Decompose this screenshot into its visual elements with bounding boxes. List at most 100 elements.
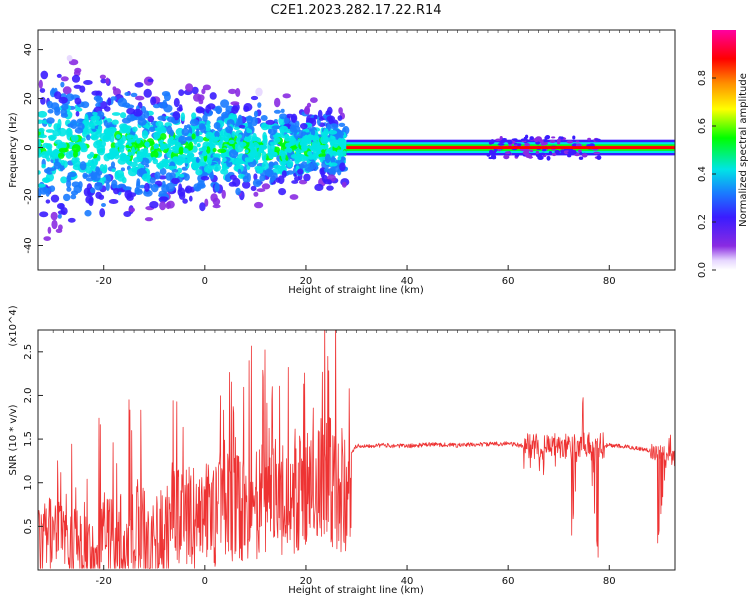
spectrogram-cell (153, 143, 159, 149)
spectrogram-cell (275, 177, 281, 183)
spectrogram-cell (158, 196, 168, 203)
spectrogram-cell (537, 155, 544, 160)
spectrogram-cell (132, 126, 138, 132)
spectrogram-cell (551, 152, 557, 157)
spectrogram-panel: -20 0 20 40 60 80 -40 -20 0 20 40 Height of straig… (8, 29, 676, 296)
spectrogram-cell (253, 110, 259, 118)
spectrogram-cell (131, 146, 136, 156)
spectrogram-cell (304, 167, 314, 172)
spectrogram-cell (58, 152, 65, 159)
spectrogram-cell (66, 186, 72, 192)
spectrogram-cell (97, 124, 103, 134)
spectrogram-cell (541, 148, 547, 152)
spectrogram-cell (501, 138, 507, 141)
spectrogram-cell (96, 144, 106, 154)
spectrogram-cell (58, 96, 68, 104)
spectrogram-cell (141, 130, 149, 140)
spectrogram-cell (95, 102, 101, 108)
spectrogram-cell (250, 185, 257, 192)
spectrogram-cell (57, 210, 66, 215)
spectrogram-cell (90, 187, 96, 194)
spectrogram-cell (497, 143, 505, 146)
spectrogram-cell (197, 180, 205, 189)
spectrogram-cell (73, 185, 82, 194)
spectrogram-cell (228, 88, 237, 95)
spectrogram-cell (114, 170, 125, 178)
colorbar-ticks: 0.0 0.2 0.4 0.6 0.8 (697, 70, 716, 278)
spectrogram-cell (281, 151, 286, 161)
spectrogram-cell (560, 149, 565, 154)
spectrogram-cell (337, 156, 342, 161)
snr-ytick-label: 1.5 (23, 431, 34, 447)
spectrogram-cell (79, 161, 87, 171)
spectrogram-cell (540, 142, 546, 146)
spectrogram-cell (237, 134, 242, 139)
spectrogram-cell (214, 130, 220, 138)
spectrogram-cell (50, 211, 58, 221)
spectrogram-cell (75, 111, 80, 117)
spectrogram-cell (221, 189, 226, 199)
spectrogram-ytick-label: 0 (23, 144, 34, 150)
spectrogram-cell (129, 116, 137, 121)
spectrogram-cell (126, 108, 136, 115)
spectrogram-cell (273, 137, 281, 143)
spectrogram-cell (200, 175, 210, 181)
spectrogram-cell (528, 155, 533, 159)
spectrogram-cell (495, 138, 502, 142)
spectrogram-cell (183, 158, 191, 164)
spectrogram-cell (507, 139, 513, 145)
spectrogram-cell (212, 163, 222, 172)
spectrogram-cell (498, 140, 506, 144)
spectrogram-cell (197, 94, 205, 102)
spectrogram-cell (567, 150, 575, 155)
spectrogram-cell (165, 182, 175, 192)
spectrogram-cell (231, 131, 236, 138)
spectrogram-cell (297, 168, 304, 175)
spectrogram-cell (147, 78, 154, 83)
spectrogram-cell (54, 91, 62, 100)
spectrogram-cell (310, 97, 318, 103)
spectrogram-cell (267, 149, 272, 154)
spectrogram-cell (142, 147, 149, 155)
spectrogram-xtick-label: -20 (96, 276, 112, 287)
spectrogram-cell (237, 168, 242, 175)
spectrogram-cell (514, 154, 520, 157)
spectrogram-cell (82, 127, 89, 133)
spectrogram-cell (47, 109, 54, 114)
spectrogram-cell (504, 151, 511, 155)
spectrogram-cell (228, 146, 233, 150)
spectrogram-cell (58, 147, 68, 153)
spectrogram-cell (103, 119, 108, 127)
spectrogram-cell (235, 88, 241, 97)
spectrogram-cell (112, 86, 117, 91)
spectrogram-cell (261, 161, 269, 171)
spectrogram-cell (320, 168, 325, 179)
spectrogram-cell (45, 199, 51, 204)
colorbar-tick-label: 0.0 (697, 262, 708, 278)
spectrogram-cell (249, 148, 258, 154)
spectrogram-cell (286, 159, 294, 168)
spectrogram-cell (209, 171, 214, 180)
spectrogram-cell (105, 77, 110, 85)
spectrogram-cell (81, 137, 86, 143)
spectrogram-cell (303, 173, 311, 182)
spectrogram-cell (155, 120, 164, 127)
spectrogram-cell (119, 128, 128, 134)
spectrogram-cell (213, 122, 221, 130)
spectrogram-cell (178, 89, 185, 96)
spectrogram-cell (195, 135, 204, 143)
spectrogram-cell (307, 134, 313, 139)
spectrogram-cell (587, 137, 591, 141)
spectrogram-cell (48, 136, 56, 141)
snr-ytick-label: 1.0 (23, 475, 34, 491)
spectrogram-cell (313, 114, 318, 120)
spectrogram-cell (256, 188, 266, 193)
spectrogram-cell (497, 148, 501, 152)
spectrogram-cell (100, 78, 107, 84)
spectrogram-cell (181, 127, 190, 137)
snr-xlabel: Height of straight line (km) (288, 585, 424, 596)
spectrogram-cell (252, 179, 262, 187)
spectrogram-cell (246, 115, 254, 124)
spectrogram-cell (225, 125, 233, 134)
snr-series-line (38, 330, 675, 569)
